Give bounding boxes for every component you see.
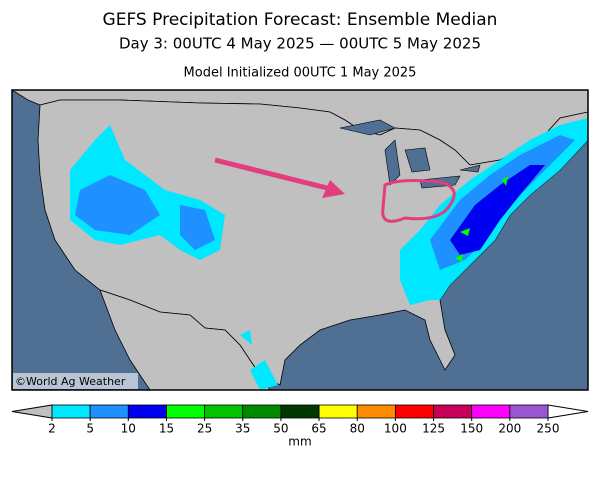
precip-west-mod — [75, 175, 215, 250]
colorbar-tick-label: 5 — [86, 422, 94, 436]
colorbar-segment — [127, 404, 167, 419]
colorbar-tick-label: 25 — [197, 422, 212, 436]
colorbar-segment — [394, 404, 434, 419]
colorbar-segment — [471, 404, 511, 419]
map: ©World Ag Weather — [11, 89, 589, 391]
colorbar-segment — [318, 404, 358, 419]
annotation-arrow — [214, 157, 336, 193]
initialized: Model Initialized 00UTC 1 May 2025 — [184, 66, 417, 81]
colorbar-tick-label: 15 — [159, 422, 174, 436]
mexico — [99, 289, 271, 390]
colorbar-segment — [204, 404, 244, 419]
subtitle: Day 3: 00UTC 4 May 2025 — 00UTC 5 May 20… — [119, 35, 481, 53]
colorbar-segment — [433, 404, 473, 419]
map-frame — [11, 89, 589, 391]
colorbar-tick-label: 150 — [460, 422, 483, 436]
colorbar-tick-label: 250 — [537, 422, 560, 436]
colorbar-tick-label: 50 — [273, 422, 288, 436]
colorbar-tick-label: 125 — [422, 422, 445, 436]
credit: ©World Ag Weather — [15, 375, 126, 388]
colorbar-segment — [89, 404, 129, 419]
colorbar-segment — [51, 404, 91, 419]
precip-east-heavy — [450, 165, 545, 255]
colorbar-segment — [242, 404, 282, 419]
colorbar-tick-label: 35 — [235, 422, 250, 436]
annotation-arrowhead — [322, 180, 345, 198]
colorbar-segment — [280, 404, 320, 419]
colorbar-unit: mm — [288, 435, 311, 449]
colorbar-tick-label: 2 — [48, 422, 56, 436]
credit-box — [13, 373, 138, 389]
colorbar-segment — [166, 404, 206, 419]
colorbar-tick-label: 80 — [350, 422, 365, 436]
colorbar-tick-label: 10 — [121, 422, 136, 436]
colorbar-segment — [509, 404, 549, 419]
colorbar-under — [11, 404, 53, 419]
colorbar-tick-label: 200 — [498, 422, 521, 436]
annotation-outline — [381, 179, 456, 223]
great-lakes — [339, 119, 481, 189]
colorbar-tick-label: 65 — [311, 422, 326, 436]
colorbar-segment — [356, 404, 396, 419]
precip-south — [240, 330, 278, 390]
colorbar-over — [547, 404, 589, 419]
title: GEFS Precipitation Forecast: Ensemble Me… — [103, 10, 498, 30]
colorbar-tick-label: 100 — [384, 422, 407, 436]
